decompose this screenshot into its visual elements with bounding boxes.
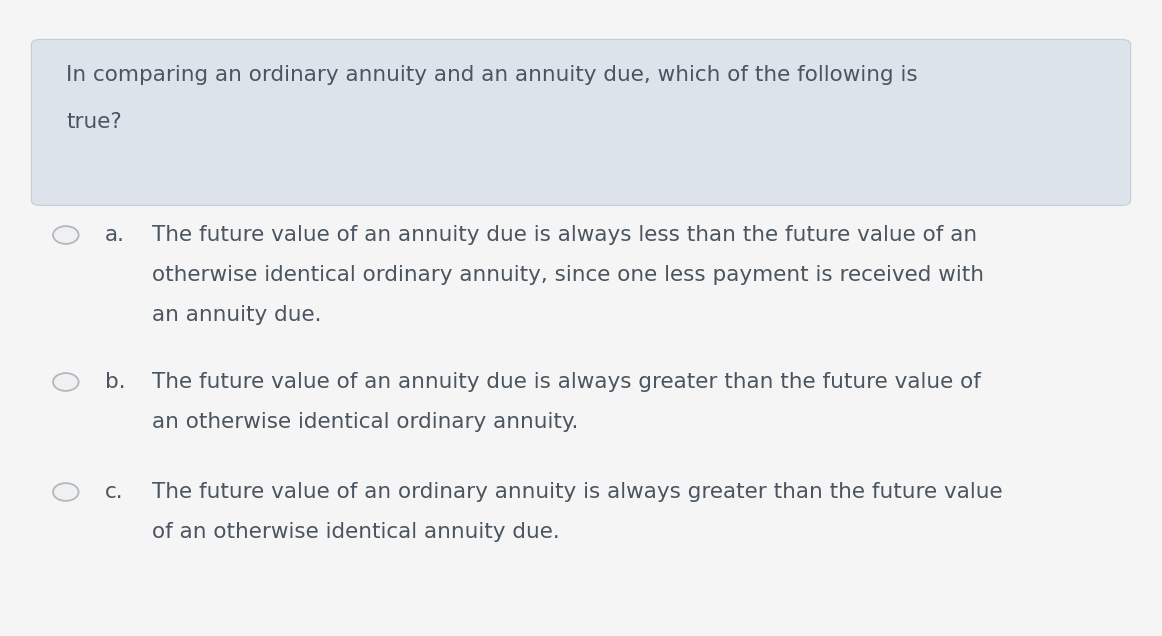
Text: c.: c. (105, 482, 123, 502)
Text: The future value of an annuity due is always greater than the future value of: The future value of an annuity due is al… (152, 372, 981, 392)
Text: b.: b. (105, 372, 125, 392)
Text: The future value of an annuity due is always less than the future value of an: The future value of an annuity due is al… (152, 225, 977, 245)
Text: In comparing an ordinary annuity and an annuity due, which of the following is: In comparing an ordinary annuity and an … (66, 65, 918, 85)
Ellipse shape (53, 226, 79, 244)
Text: an annuity due.: an annuity due. (152, 305, 322, 325)
Text: an otherwise identical ordinary annuity.: an otherwise identical ordinary annuity. (152, 412, 579, 432)
Text: true?: true? (66, 112, 122, 132)
Text: a.: a. (105, 225, 125, 245)
Text: The future value of an ordinary annuity is always greater than the future value: The future value of an ordinary annuity … (152, 482, 1003, 502)
Text: of an otherwise identical annuity due.: of an otherwise identical annuity due. (152, 522, 560, 542)
Text: otherwise identical ordinary annuity, since one less payment is received with: otherwise identical ordinary annuity, si… (152, 265, 984, 285)
Ellipse shape (53, 483, 79, 501)
Ellipse shape (53, 373, 79, 391)
FancyBboxPatch shape (31, 39, 1131, 205)
